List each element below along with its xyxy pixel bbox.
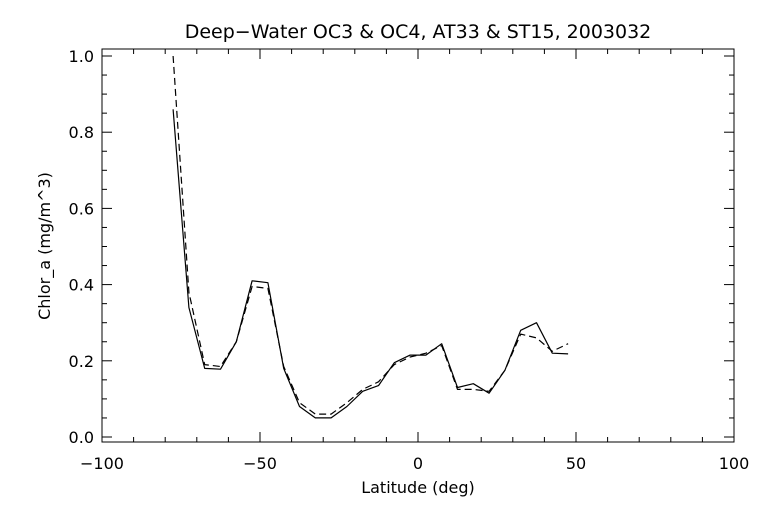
series-layer xyxy=(172,55,569,419)
x-tick-label: −100 xyxy=(80,454,124,473)
x-tick-label: 0 xyxy=(413,454,423,473)
y-tick-label: 0.4 xyxy=(69,276,94,295)
x-tick-label: 100 xyxy=(719,454,750,473)
series-line-solid xyxy=(172,109,569,419)
axis-tick-labels: −100 −50 0 50 100 0.0 0.2 0.4 0.6 0.8 1.0 xyxy=(69,47,750,473)
plot-frame xyxy=(101,48,735,443)
y-tick-label: 1.0 xyxy=(69,47,94,66)
chart-title: Deep−Water OC3 & OC4, AT33 & ST15, 20030… xyxy=(185,21,652,43)
x-tick-label: 50 xyxy=(566,454,586,473)
y-tick-label: 0.8 xyxy=(69,123,94,142)
x-tick-label: −50 xyxy=(243,454,277,473)
axis-ticks xyxy=(101,49,735,442)
y-tick-label: 0.0 xyxy=(69,428,94,447)
x-axis-label: Latitude (deg) xyxy=(361,478,475,497)
y-tick-label: 0.6 xyxy=(69,199,94,218)
y-tick-label: 0.2 xyxy=(69,352,94,371)
y-axis-label: Chlor_a (mg/m^3) xyxy=(35,172,55,320)
series-line-dashed xyxy=(172,55,569,415)
